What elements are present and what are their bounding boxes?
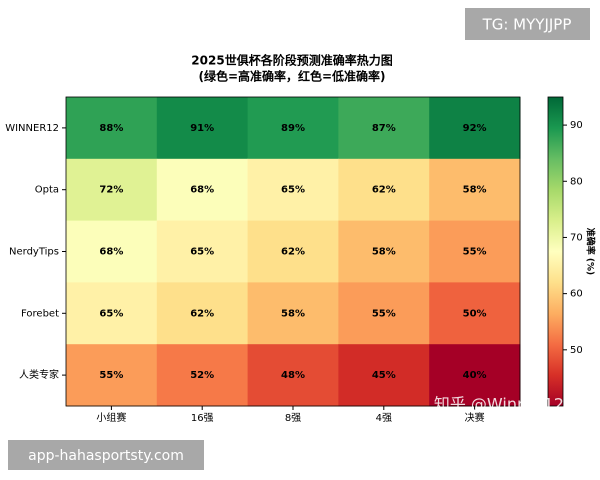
heatmap-cell — [429, 97, 521, 160]
cell-label: 50% — [463, 308, 487, 319]
cell-label: 55% — [463, 247, 487, 258]
heatmap-cell — [156, 158, 249, 222]
heatmap-cell — [338, 220, 430, 283]
heatmap-cell — [338, 282, 430, 345]
cell-label: 58% — [372, 247, 396, 258]
heatmap-cell — [338, 97, 430, 160]
heatmap-cell — [247, 97, 339, 160]
tag-watermark: TG: MYYJJPP — [482, 16, 572, 34]
chart-title: 2025世俱杯各阶段预测准确率热力图 — [191, 53, 392, 68]
heatmap-cell — [247, 158, 339, 222]
colorbar-tick-label: 70 — [570, 232, 583, 243]
x-tick-label: 小组赛 — [96, 411, 126, 424]
cell-label: 58% — [463, 185, 487, 196]
cell-label: 88% — [99, 123, 123, 134]
chart-subtitle: (绿色=高准确率，红色=低准确率) — [198, 69, 385, 84]
cell-label: 48% — [281, 370, 305, 381]
heatmap-cell — [156, 97, 249, 160]
heatmap-cell — [429, 220, 521, 283]
cell-label: 91% — [190, 123, 214, 134]
heatmap-cell — [156, 282, 249, 345]
cell-label: 40% — [463, 370, 487, 381]
heatmap-cell — [247, 282, 339, 345]
cell-label: 62% — [281, 247, 305, 258]
heatmap-cell — [338, 158, 430, 222]
colorbar-tick-label: 80 — [570, 176, 583, 187]
tag-box — [465, 8, 590, 40]
cell-label: 58% — [281, 308, 305, 319]
cell-label: 62% — [372, 185, 396, 196]
y-tick-label: 人类专家 — [19, 368, 59, 381]
cell-label: 87% — [372, 123, 396, 134]
heatmap-cell — [429, 344, 521, 407]
heatmap-cell — [156, 344, 249, 407]
cell-label: 92% — [463, 123, 487, 134]
heatmap-cell — [429, 282, 521, 345]
cell-label: 65% — [281, 185, 305, 196]
site-box — [8, 440, 204, 470]
y-tick-label: Forebet — [21, 308, 59, 319]
cell-label: 55% — [99, 370, 123, 381]
cell-label: 65% — [190, 247, 214, 258]
heatmap-cell — [156, 220, 249, 283]
x-tick-label: 8强 — [285, 412, 301, 424]
cell-label: 89% — [281, 123, 305, 134]
heatmap-cell — [338, 344, 430, 407]
colorbar-label: 准确率 (%) — [585, 228, 597, 275]
cell-label: 62% — [190, 308, 214, 319]
colorbar-tick-label: 60 — [570, 289, 583, 300]
cell-label: 65% — [99, 308, 123, 319]
cell-label: 72% — [99, 185, 123, 196]
cell-label: 45% — [372, 370, 396, 381]
heatmap-cell — [66, 97, 158, 160]
x-tick-label: 16强 — [191, 412, 214, 424]
heatmap-cell — [247, 220, 339, 283]
heatmap-cell — [429, 158, 521, 222]
y-tick-label: WINNER12 — [5, 123, 59, 134]
colorbar — [547, 96, 564, 407]
x-tick-label: 决赛 — [465, 411, 485, 424]
cell-label: 68% — [190, 185, 214, 196]
colorbar-tick-label: 50 — [570, 345, 583, 356]
site-watermark: app-hahasportsty.com — [28, 448, 184, 464]
heatmap-cell — [247, 344, 339, 407]
heatmap-cell — [66, 158, 158, 222]
cell-label: 68% — [99, 247, 123, 258]
heatmap-cell — [66, 220, 158, 283]
cell-label: 55% — [372, 308, 396, 319]
x-tick-label: 4强 — [376, 412, 392, 424]
colorbar-tick-label: 90 — [570, 120, 583, 131]
credit-watermark: 知乎 @Winner12ai — [434, 395, 578, 414]
heatmap-cell — [66, 282, 158, 345]
cell-label: 52% — [190, 370, 214, 381]
y-tick-label: NerdyTips — [9, 247, 59, 258]
y-tick-label: Opta — [35, 185, 59, 196]
heatmap-cell — [66, 344, 158, 407]
